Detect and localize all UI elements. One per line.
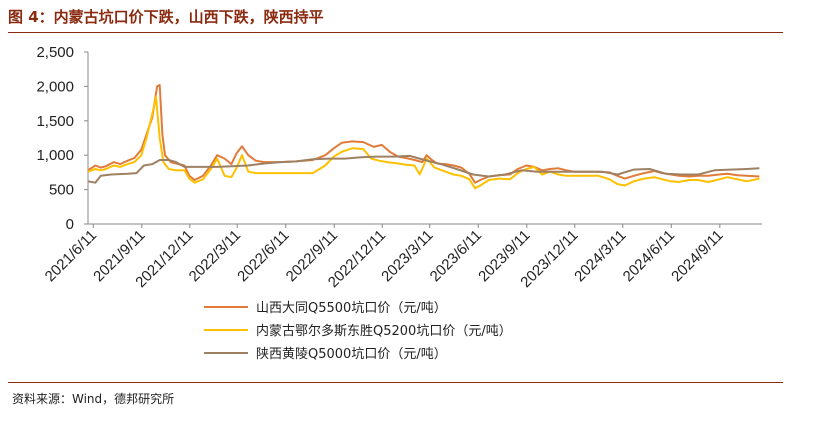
chart-series bbox=[87, 84, 760, 190]
y-tick-label: 0 bbox=[66, 216, 74, 233]
bottom-rule bbox=[8, 382, 783, 383]
legend-label-3: 陕西黄陵Q5000坑口价（元/吨） bbox=[256, 347, 447, 362]
series-line-1 bbox=[87, 84, 760, 184]
x-tick-label: 2022/6/11 bbox=[234, 227, 292, 285]
figure-title: 图 4：内蒙古坑口价下跌，山西下跌，陕西持平 bbox=[8, 8, 324, 26]
x-tick-label: 2024/6/11 bbox=[620, 227, 678, 285]
x-tick-label: 2022/3/11 bbox=[186, 227, 244, 285]
x-tick-label: 2021/6/11 bbox=[42, 227, 100, 285]
series-line-2 bbox=[87, 95, 760, 190]
y-tick-label: 1,500 bbox=[36, 113, 74, 130]
series-line-3 bbox=[87, 154, 760, 184]
legend-label-1: 山西大同Q5500坑口价（元/吨） bbox=[256, 301, 447, 316]
top-rule bbox=[8, 32, 783, 33]
legend-label-2: 内蒙古鄂尔多斯东胜Q5200坑口价（元/吨） bbox=[256, 323, 512, 339]
y-tick-label: 500 bbox=[49, 182, 74, 199]
y-tick-label: 1,000 bbox=[36, 147, 74, 164]
x-tick-label: 2024/3/11 bbox=[571, 227, 629, 285]
x-tick-label: 2024/9/11 bbox=[668, 227, 726, 285]
x-tick-label: 2023/3/11 bbox=[378, 227, 436, 285]
y-tick-label: 2,000 bbox=[36, 78, 74, 95]
source-note: 资料来源：Wind，德邦研究所 bbox=[12, 392, 175, 406]
x-tick-label: 2023/6/11 bbox=[427, 227, 485, 285]
y-tick-label: 2,500 bbox=[36, 44, 74, 61]
chart-axes: 05001,0001,5002,0002,5002021/6/112021/9/… bbox=[36, 44, 762, 291]
chart-legend: 山西大同Q5500坑口价（元/吨） 内蒙古鄂尔多斯东胜Q5200坑口价（元/吨） 陕… bbox=[204, 301, 512, 362]
